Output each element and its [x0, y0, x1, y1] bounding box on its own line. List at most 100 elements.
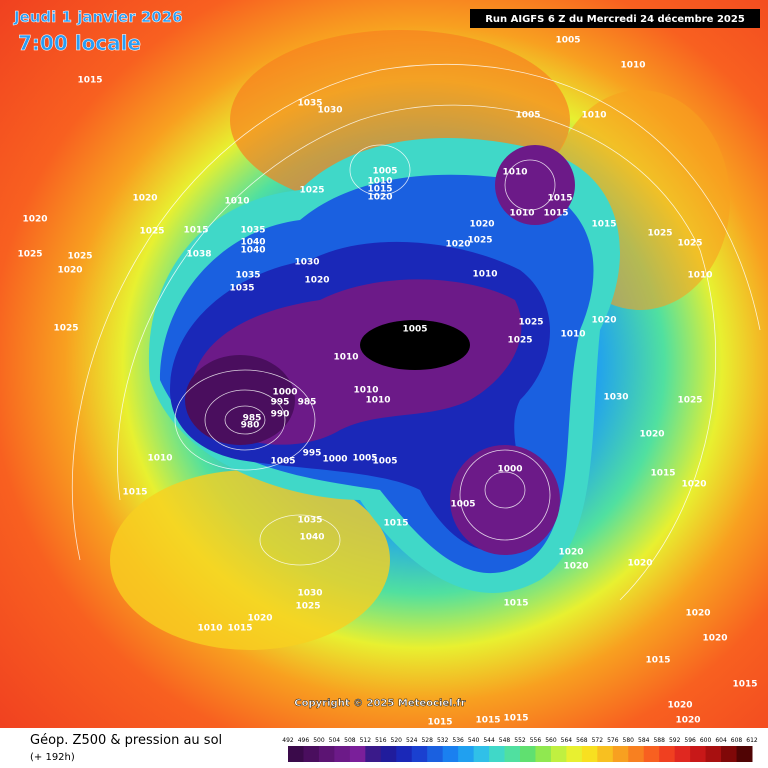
colorbar-swatch — [736, 746, 753, 762]
colorbar-label: 588 — [653, 737, 665, 744]
pressure-label: 990 — [271, 410, 290, 420]
pressure-label: 1005 — [270, 457, 295, 467]
pressure-label: 1025 — [17, 250, 42, 260]
pressure-label: 1020 — [667, 701, 692, 711]
pressure-label: 1025 — [295, 602, 320, 612]
colorbar-label: 548 — [499, 737, 511, 744]
pressure-label: 1030 — [297, 589, 322, 599]
colorbar-swatch — [705, 746, 722, 762]
pressure-label: 1010 — [472, 270, 497, 280]
colorbar-swatch — [581, 746, 598, 762]
pressure-label: 1025 — [677, 239, 702, 249]
pressure-label: 1015 — [383, 519, 408, 529]
pressure-label: 1040 — [299, 533, 324, 543]
pressure-label: 1000 — [272, 388, 297, 398]
pressure-label: 1025 — [299, 186, 324, 196]
pressure-label: 1010 — [509, 209, 534, 219]
colorbar-swatch — [643, 746, 660, 762]
pressure-label: 1020 — [558, 548, 583, 558]
pressure-label: 1010 — [687, 271, 712, 281]
pressure-label: 1005 — [352, 454, 377, 464]
pressure-label: 1030 — [294, 258, 319, 268]
pressure-label: 1015 — [227, 624, 252, 634]
pressure-label: 1015 — [77, 76, 102, 86]
pressure-label: 1015 — [645, 656, 670, 666]
pressure-label: 1025 — [139, 227, 164, 237]
pressure-label: 1030 — [603, 393, 628, 403]
colorbar-swatch — [365, 746, 382, 762]
colorbar-label: 512 — [360, 737, 372, 744]
pressure-label: 1015 — [475, 716, 500, 726]
colorbar-label: 608 — [731, 737, 743, 744]
colorbar-label: 532 — [437, 737, 449, 744]
colorbar-label: 556 — [530, 737, 542, 744]
pressure-label: 985 — [243, 414, 262, 424]
pressure-label: 1035 — [235, 271, 260, 281]
pressure-label: 1040 — [240, 238, 265, 248]
colorbar-swatch — [288, 746, 304, 762]
colorbar-swatch — [628, 746, 645, 762]
pressure-label: 1015 — [591, 220, 616, 230]
map-field: Copyright © 2025 Meteociel.fr — [0, 0, 768, 728]
pressure-label: 1015 — [122, 488, 147, 498]
pressure-label: 1035 — [297, 99, 322, 109]
colorbar-label: 552 — [514, 737, 526, 744]
pressure-label: 1035 — [297, 516, 322, 526]
pressure-label: 1040 — [240, 246, 265, 256]
pressure-label: 1010 — [560, 330, 585, 340]
pressure-label: 1010 — [502, 168, 527, 178]
time: 7:00 locale — [18, 31, 141, 55]
pressure-label: 1000 — [497, 465, 522, 475]
pressure-label: 1015 — [732, 680, 757, 690]
colorbar-swatch — [396, 746, 413, 762]
pressure-label: 1020 — [627, 559, 652, 569]
pressure-label: 1020 — [304, 276, 329, 286]
pressure-label: 1005 — [372, 457, 397, 467]
pressure-label: 1000 — [322, 455, 347, 465]
colorbar-swatch — [427, 746, 444, 762]
colorbar-label: 600 — [700, 737, 712, 744]
pressure-label: 1020 — [367, 193, 392, 203]
colorbar-label: 540 — [468, 737, 480, 744]
colorbar-label: 492 — [282, 737, 294, 744]
colorbar-label: 504 — [329, 737, 341, 744]
pressure-label: 1025 — [67, 252, 92, 262]
pressure-label: 1010 — [197, 624, 222, 634]
colorbar-label: 580 — [623, 737, 635, 744]
colorbar-label: 520 — [391, 737, 403, 744]
pressure-label: 1020 — [469, 220, 494, 230]
colorbar-label: 516 — [375, 737, 387, 744]
pressure-label: 1025 — [677, 396, 702, 406]
colorbar-swatch — [380, 746, 397, 762]
colorbar-swatch — [674, 746, 691, 762]
pressure-label: 1020 — [22, 215, 47, 225]
pressure-label: 1025 — [647, 229, 672, 239]
colorbar-swatch — [458, 746, 475, 762]
pressure-label: 1005 — [450, 500, 475, 510]
pressure-label: 1015 — [503, 599, 528, 609]
colorbar-label: 584 — [638, 737, 650, 744]
colorbar-swatch — [504, 746, 521, 762]
date: Jeudi 1 janvier 2026 — [13, 8, 183, 26]
pressure-label: 1025 — [467, 236, 492, 246]
pressure-label: 1005 — [402, 325, 427, 335]
colorbar-swatch — [411, 746, 428, 762]
colorbar-swatch — [520, 746, 536, 762]
colorbar-label: 496 — [298, 737, 310, 744]
pressure-label: 1020 — [702, 634, 727, 644]
colorbar-swatch — [318, 746, 335, 762]
pressure-label: 1015 — [183, 226, 208, 236]
pressure-label: 1030 — [317, 106, 342, 116]
colorbar-swatch — [303, 746, 320, 762]
run: Run AIGFS 6 Z du Mercredi 24 décembre 20… — [485, 13, 745, 25]
pressure-label: 995 — [271, 398, 290, 408]
colorbar-swatch — [334, 746, 351, 762]
colorbar-label: 500 — [313, 737, 325, 744]
copyright: Copyright © 2025 Meteociel.fr — [294, 698, 465, 709]
pressure-label: 1025 — [53, 324, 78, 334]
pressure-label: 1010 — [620, 61, 645, 71]
colorbar-swatch — [690, 746, 707, 762]
